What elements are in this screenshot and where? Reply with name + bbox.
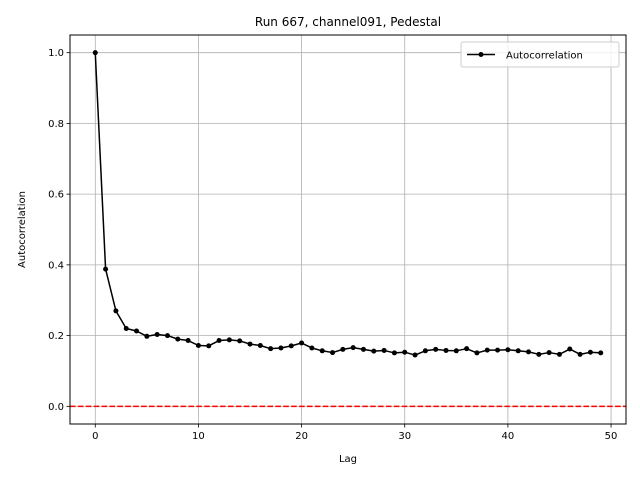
data-point [103, 266, 109, 272]
data-point [567, 346, 573, 352]
data-point [185, 338, 191, 344]
legend-label: Autocorrelation [506, 51, 583, 62]
data-point [546, 350, 552, 356]
data-point [556, 351, 562, 357]
data-point [495, 347, 501, 353]
data-point [175, 336, 181, 342]
data-point [113, 308, 119, 314]
data-point [464, 346, 470, 352]
data-point [257, 342, 263, 348]
data-point [505, 347, 511, 353]
data-point [123, 326, 129, 332]
data-point [278, 345, 284, 351]
data-point [536, 351, 542, 357]
legend-box [460, 41, 620, 68]
data-point [443, 347, 449, 353]
x-axis-label: Lag [339, 454, 357, 465]
data-point [319, 348, 325, 354]
y-tick-label: 0.2 [48, 331, 64, 342]
ticks: 0 10 20 30 40 50 0.0 0.2 0.4 0.6 0.8 1.0 [48, 48, 617, 442]
data-point [216, 338, 222, 344]
data-point [422, 348, 428, 354]
data-point [484, 347, 490, 353]
data-point [237, 338, 243, 344]
data-point [474, 350, 480, 356]
data-point [598, 350, 604, 356]
x-tick-label: 40 [502, 431, 515, 442]
data-point [144, 333, 150, 339]
data-point [391, 350, 397, 356]
data-point [226, 337, 232, 343]
series [92, 50, 604, 358]
data-point [92, 50, 98, 56]
y-tick-label: 0.4 [48, 260, 64, 271]
data-point [288, 343, 294, 349]
data-point [309, 345, 315, 351]
y-tick-label: 0.0 [48, 402, 64, 413]
data-point [526, 349, 532, 355]
data-point [453, 348, 459, 354]
y-tick-label: 0.6 [48, 190, 64, 201]
data-point [360, 346, 366, 352]
y-tick-label: 0.8 [48, 119, 64, 130]
data-point [330, 350, 336, 356]
data-point [268, 346, 274, 352]
data-point [247, 341, 253, 347]
data-point [412, 352, 418, 358]
x-tick-label: 20 [295, 431, 308, 442]
data-point [340, 346, 346, 352]
legend: Autocorrelation [460, 41, 620, 68]
data-point [381, 347, 387, 353]
plot-frame [69, 34, 627, 425]
data-point [195, 342, 201, 348]
x-tick-label: 0 [92, 431, 98, 442]
data-point [350, 345, 356, 351]
data-point [134, 328, 140, 334]
x-tick-label: 30 [398, 431, 411, 442]
data-point [577, 351, 583, 357]
data-point [515, 348, 521, 354]
data-point [299, 340, 305, 346]
x-tick-label: 50 [605, 431, 618, 442]
y-tick-label: 1.0 [48, 48, 64, 59]
data-point [154, 332, 160, 338]
data-point [164, 333, 170, 339]
y-axis-label: Autocorrelation [17, 191, 28, 268]
data-point [433, 346, 439, 352]
data-point [371, 348, 377, 354]
x-tick-label: 10 [192, 431, 205, 442]
chart-title: Run 667, channel091, Pedestal [255, 15, 441, 29]
data-point [402, 349, 408, 355]
data-point [206, 343, 212, 349]
data-point [587, 349, 593, 355]
legend-marker [478, 52, 484, 57]
